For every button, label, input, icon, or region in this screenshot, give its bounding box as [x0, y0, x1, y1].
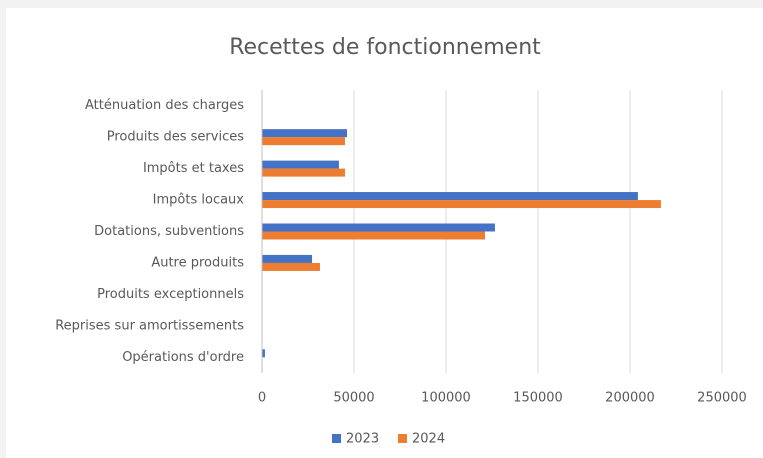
y-tick-label: Reprises sur amortissements [55, 318, 244, 333]
bar [262, 200, 661, 209]
y-tick-label: Impôts locaux [153, 193, 245, 208]
x-tick-label: 100000 [421, 391, 471, 406]
y-tick-label: Produits exceptionnels [97, 287, 244, 302]
x-tick-label: 200000 [605, 391, 655, 406]
x-tick-label: 50000 [333, 391, 374, 406]
x-tick-label: 0 [258, 391, 266, 406]
bar [262, 160, 339, 169]
y-tick-label: Atténuation des charges [85, 98, 244, 113]
y-tick-label: Opérations d'ordre [122, 350, 244, 365]
legend-swatch [332, 434, 341, 443]
x-tick-label: 150000 [513, 391, 563, 406]
bar [262, 349, 265, 358]
legend-swatch [398, 434, 407, 443]
bar [262, 168, 345, 177]
y-tick-label: Produits des services [107, 130, 244, 145]
y-tick-label: Autre produits [151, 255, 244, 270]
bar [262, 223, 495, 232]
chart-title: Recettes de fonctionnement [229, 35, 541, 60]
bar [262, 262, 320, 271]
bar [262, 137, 345, 146]
x-tick-label: 250000 [697, 391, 747, 406]
legend-label: 2023 [346, 432, 379, 447]
bar [262, 254, 313, 263]
bar [262, 192, 638, 201]
legend-label: 2024 [412, 432, 445, 447]
bar [262, 231, 486, 240]
bar [262, 129, 348, 138]
y-tick-label: Dotations, subventions [94, 224, 244, 239]
y-tick-label: Impôts et taxes [143, 161, 244, 176]
